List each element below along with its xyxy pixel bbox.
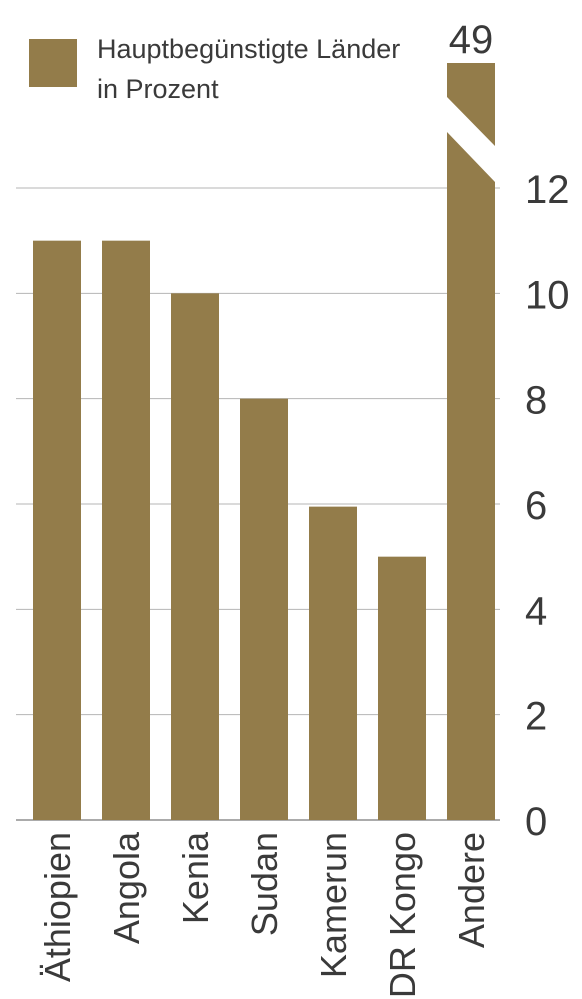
category-label-angola: Angola bbox=[106, 831, 147, 944]
legend-line-1: Hauptbegünstigte Länder bbox=[97, 34, 400, 64]
category-label-kenia: Kenia bbox=[175, 831, 216, 924]
legend-line-2: in Prozent bbox=[97, 74, 219, 104]
y-tick-label-4: 4 bbox=[525, 589, 547, 633]
bar-kamerun bbox=[309, 506, 357, 820]
legend: Hauptbegünstigte Länder in Prozent bbox=[29, 34, 400, 104]
legend-swatch bbox=[29, 39, 77, 87]
bar-angola bbox=[102, 240, 150, 820]
category-label-sudan: Sudan bbox=[244, 832, 285, 936]
y-axis-tick-labels: 0 2 4 6 8 10 12 bbox=[525, 168, 570, 844]
y-tick-label-6: 6 bbox=[525, 484, 547, 528]
y-tick-label-8: 8 bbox=[525, 379, 547, 423]
bar-andere-broken: 49 bbox=[447, 18, 495, 820]
bars: 49 bbox=[33, 18, 495, 820]
y-tick-label-10: 10 bbox=[525, 273, 570, 317]
bar-äthiopien bbox=[33, 240, 81, 820]
bar-andere-upper bbox=[447, 63, 495, 146]
bar-andere-lower bbox=[447, 132, 495, 820]
category-label-äthiopien: Äthiopien bbox=[37, 832, 78, 982]
y-tick-label-12: 12 bbox=[525, 168, 570, 212]
category-label-kamerun: Kamerun bbox=[313, 832, 354, 978]
y-tick-label-0: 0 bbox=[525, 800, 547, 844]
y-tick-label-2: 2 bbox=[525, 695, 547, 739]
bar-dr-kongo bbox=[378, 556, 426, 820]
category-label-dr-kongo: DR Kongo bbox=[382, 832, 423, 998]
bar-sudan bbox=[240, 398, 288, 820]
category-label-andere: Andere bbox=[451, 832, 492, 948]
category-labels: Äthiopien Angola Kenia Sudan Kamerun DR Kongo… bbox=[37, 831, 492, 998]
bar-kenia bbox=[171, 293, 219, 820]
bar-value-label-andere: 49 bbox=[449, 18, 494, 62]
